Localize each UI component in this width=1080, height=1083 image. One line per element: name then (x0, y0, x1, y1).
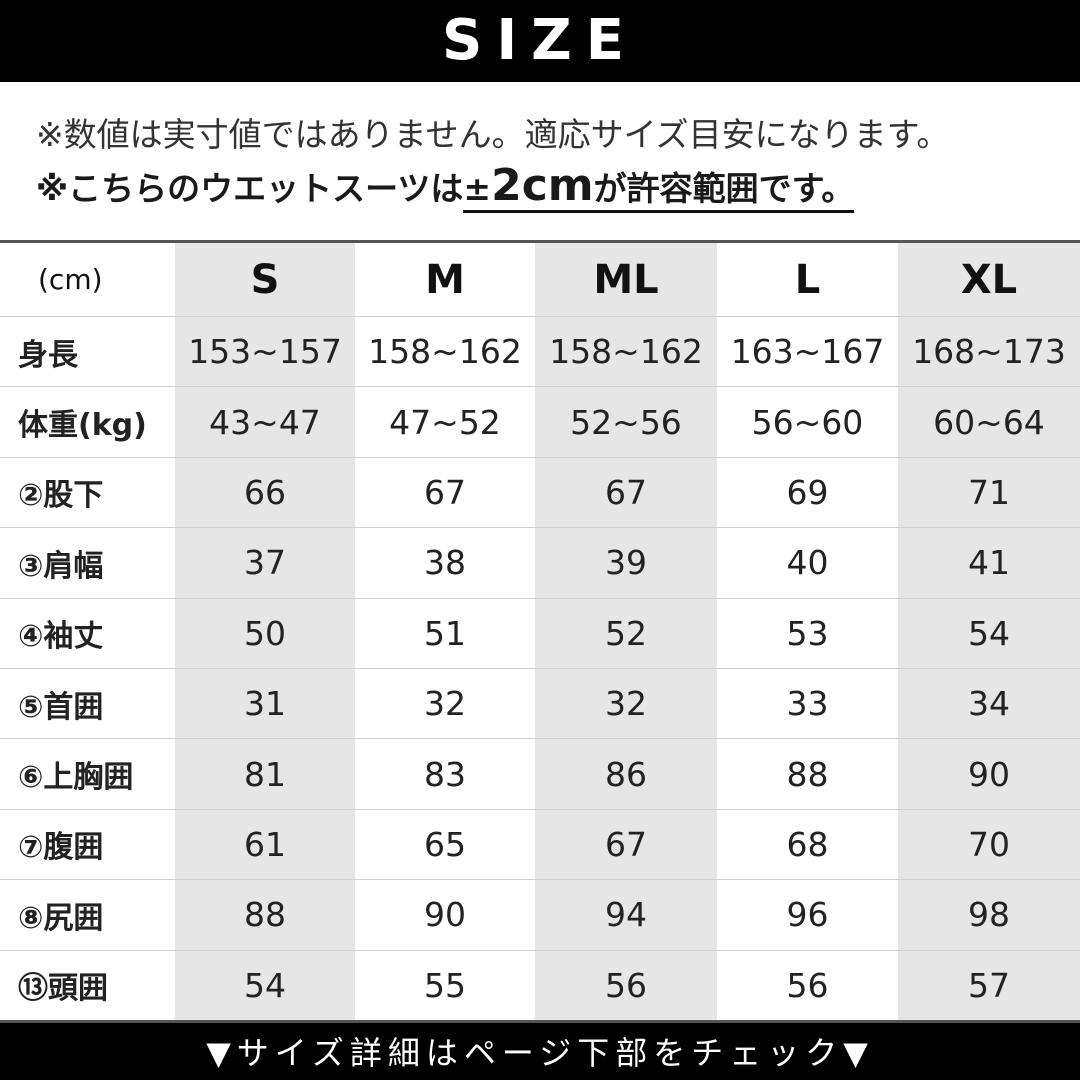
table-cell: 158~162 (368, 332, 522, 372)
table-row: ②股下 66 67 67 69 71 (0, 458, 1080, 529)
row-label: ④袖丈 (18, 619, 104, 655)
table-cell: 47~52 (389, 402, 501, 442)
table-cell: 52~56 (570, 402, 682, 442)
table-cell: 83 (424, 754, 466, 794)
table-cell: S (250, 256, 280, 303)
table-cell: ML (593, 256, 659, 303)
table-cell: 71 (968, 472, 1010, 512)
table-cell: 32 (424, 684, 466, 724)
table-cell: 37 (244, 543, 286, 583)
table-cell: 69 (786, 472, 829, 512)
note-tolerance: ※こちらのウエットスーツは±2cmが許容範囲です。 (36, 160, 855, 213)
page-title: SIZE (0, 0, 1080, 82)
row-label: ⑬頭囲 (18, 971, 108, 1007)
table-cell: 163~167 (730, 332, 885, 372)
column-shade-xl (898, 243, 1080, 1021)
row-label: ③肩幅 (18, 548, 104, 584)
row-label: ②股下 (18, 478, 104, 514)
table-cell: 86 (605, 754, 647, 794)
header-row: (cm) S M ML L XL (0, 243, 1080, 317)
table-cell: 40 (786, 543, 829, 583)
row-label: 身長 (18, 337, 78, 373)
table-cell: 98 (968, 895, 1010, 935)
table-cell: 56 (786, 965, 829, 1005)
table-row: ⑬頭囲 54 55 56 56 57 (0, 951, 1080, 1021)
table-row: ⑥上胸囲 81 83 86 88 90 (0, 739, 1080, 810)
table-cell: 81 (244, 754, 286, 794)
table-cell: 53 (786, 613, 829, 653)
row-label: (cm) (38, 263, 103, 296)
table-row: 身長 153~157 158~162 158~162 163~167 168~173 (0, 317, 1080, 388)
table-cell: 96 (786, 895, 829, 935)
row-label: ⑥上胸囲 (18, 760, 134, 796)
table-cell: 158~162 (549, 332, 703, 372)
column-shade-s (175, 243, 355, 1021)
table-cell: 67 (605, 472, 647, 512)
table-cell: 43~47 (209, 402, 321, 442)
table-cell: 56 (605, 965, 647, 1005)
table-row: ⑧尻囲 88 90 94 96 98 (0, 880, 1080, 951)
table-cell: 41 (968, 543, 1010, 583)
table-row: ⑦腹囲 61 65 67 68 70 (0, 810, 1080, 881)
tolerance-value: 2cm (491, 160, 594, 211)
table-cell: 34 (968, 684, 1010, 724)
table-row: ③肩幅 37 38 39 40 41 (0, 528, 1080, 599)
row-label: ⑧尻囲 (18, 900, 104, 936)
table-cell: 70 (968, 824, 1010, 864)
table-cell: 168~173 (912, 332, 1066, 372)
table-cell: 54 (968, 613, 1010, 653)
table-cell: 65 (424, 824, 466, 864)
footer-banner: ▼サイズ詳細はページ下部をチェック▼ (0, 1020, 1080, 1080)
row-label: 体重(kg) (18, 408, 147, 444)
table-cell: L (794, 256, 821, 303)
table-row: ④袖丈 50 51 52 53 54 (0, 599, 1080, 669)
note-tolerance-highlight: ±2cmが許容範囲です。 (463, 160, 855, 213)
table-cell: 39 (605, 543, 647, 583)
table-row: 体重(kg) 43~47 47~52 52~56 56~60 60~64 (0, 387, 1080, 458)
table-cell: 67 (424, 472, 466, 512)
table-cell: 90 (968, 754, 1010, 794)
table-cell: 56~60 (751, 402, 864, 442)
note-tolerance-suffix: が許容範囲です。 (593, 169, 855, 208)
table-cell: 51 (424, 613, 466, 653)
table-cell: 88 (244, 895, 286, 935)
table-cell: 57 (968, 965, 1010, 1005)
plus-minus: ± (463, 169, 492, 208)
note-approximate: ※数値は実寸値ではありません。適応サイズ目安になります。 (36, 115, 950, 154)
row-label: ⑦腹囲 (18, 830, 104, 866)
table-cell: 31 (244, 684, 286, 724)
table-row: ⑤首囲 31 32 32 33 34 (0, 669, 1080, 740)
table-cell: 67 (605, 824, 647, 864)
table-cell: 38 (424, 543, 466, 583)
table-cell: 90 (424, 895, 466, 935)
table-cell: 61 (244, 824, 286, 864)
table-cell: M (425, 256, 465, 303)
table-cell: 54 (244, 965, 286, 1005)
table-cell: XL (960, 256, 1018, 303)
table-cell: 55 (424, 965, 466, 1005)
table-cell: 68 (786, 824, 829, 864)
table-cell: 33 (786, 684, 829, 724)
table-cell: 153~157 (188, 332, 342, 372)
table-cell: 94 (605, 895, 647, 935)
table-cell: 88 (786, 754, 829, 794)
table-cell: 66 (244, 472, 286, 512)
row-label: ⑤首囲 (18, 689, 104, 725)
table-cell: 52 (605, 613, 647, 653)
size-table: (cm) S M ML L XL 身長 153~157 158~162 158~162 163~16… (0, 240, 1080, 1021)
column-shade-ml (535, 243, 717, 1021)
note-tolerance-prefix: ※こちらのウエットスーツは (36, 169, 464, 208)
table-cell: 50 (244, 613, 286, 653)
table-cell: 60~64 (933, 402, 1045, 442)
table-cell: 32 (605, 684, 647, 724)
